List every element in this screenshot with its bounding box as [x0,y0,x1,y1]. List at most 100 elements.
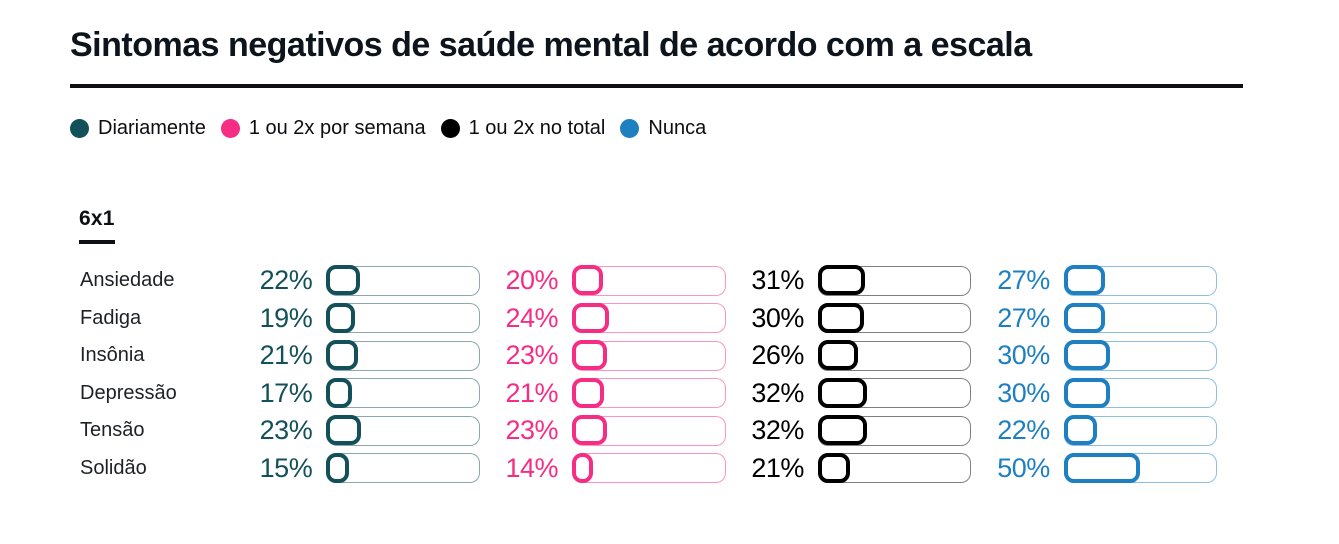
percent-value: 26% [751,340,804,371]
bar-track [1063,377,1218,409]
percent-value: 23% [259,415,313,446]
row-label: Insônia [80,344,145,367]
legend-dot-icon [70,119,89,139]
percent-value: 30% [997,340,1050,371]
table-row-solidao: Solidão 15% 14% 21% 50% [70,450,1243,488]
percent-value: 30% [997,377,1050,408]
legend-item-1-ou-2x-no-total: 1 ou 2x no total [440,117,605,140]
bar-track [1063,340,1218,371]
bar-fill [817,302,864,333]
cell-nunca: 30% [997,340,1243,371]
table-row-fadiga: Fadiga 19% 24% 30% 27% [70,300,1243,338]
title-divider [70,84,1243,89]
cell-diariamente: 22% [260,265,506,296]
legend-item-label: 1 ou 2x por semana [248,117,426,140]
bar-track [1063,415,1218,446]
percent-value: 21% [505,377,559,408]
percent-value: 14% [505,452,559,483]
percent-value: 15% [259,452,313,483]
bar-track [817,340,972,371]
bar-track [326,265,480,296]
percent-value: 32% [751,377,804,408]
cell-1-ou-2x-no-total: 32% [751,377,997,409]
cell-1-ou-2x-no-total: 21% [751,452,997,484]
row-label: Depressão [80,381,177,404]
legend-item-1-ou-2x-por-semana: 1 ou 2x por semana [220,117,426,140]
row-label: Tensão [80,419,145,442]
bar-track [817,265,972,296]
bar-fill [572,302,609,333]
table-row-depressao: Depressão 17% 21% 32% 30% [70,375,1243,413]
cell-nunca: 30% [997,377,1243,409]
table-row-insonia: Insônia 21% 23% 26% 30% [70,337,1243,375]
bar-track [572,415,726,446]
group-label: 6x1 [79,207,115,231]
bar-track [817,302,972,334]
bar-track [1063,302,1218,334]
legend-item-nunca: Nunca [620,117,706,140]
cell-diariamente: 23% [260,415,506,446]
cell-1-ou-2x-no-total: 26% [751,340,997,371]
bar-track [817,377,972,409]
percent-value: 21% [259,340,313,371]
cell-1-ou-2x-por-semana: 20% [506,265,752,296]
legend-item-label: Nunca [648,117,707,140]
cell-1-ou-2x-por-semana: 23% [506,415,752,446]
bar-fill [326,340,359,371]
chart-page: Sintomas negativos de saúde mental de ac… [70,26,1243,487]
row-label: Solidão [80,456,147,479]
percent-value: 32% [751,415,804,446]
cell-diariamente: 17% [259,377,506,409]
legend-dot-icon [620,119,640,139]
bar-fill [1063,340,1110,371]
bar-fill [1063,377,1110,408]
cell-diariamente: 15% [259,452,506,484]
bar-fill [326,302,356,333]
row-label: Fadiga [80,306,142,329]
bar-fill [1063,452,1141,483]
percent-value: 30% [751,302,804,333]
bar-track [1063,452,1218,484]
bar-fill [817,265,866,296]
bar-track [572,452,726,484]
bar-fill [817,377,867,408]
legend-item-diariamente: Diariamente [70,117,206,140]
cell-diariamente: 21% [260,340,506,371]
table-row-tensao: Tensão 23% 23% 32% 22% [70,412,1243,450]
bar-fill [817,340,858,371]
cell-1-ou-2x-por-semana: 23% [506,340,752,371]
legend-item-label: Diariamente [98,117,206,140]
percent-value: 23% [505,340,559,371]
bar-fill [572,377,605,408]
legend: Diariamente 1 ou 2x por semana 1 ou 2x no … [70,117,1243,140]
bar-fill [1063,415,1098,446]
group-label-underline [79,240,115,245]
percent-value: 21% [751,452,804,483]
cell-1-ou-2x-no-total: 32% [751,415,997,446]
cell-diariamente: 19% [260,302,506,334]
bar-track [326,340,480,371]
bar-track [572,377,726,409]
bar-track [817,415,972,446]
cell-1-ou-2x-no-total: 30% [751,302,997,334]
percent-value: 31% [751,265,804,296]
percent-value: 23% [505,415,559,446]
bar-track [326,415,480,446]
bar-fill [1063,265,1105,296]
cell-1-ou-2x-no-total: 31% [751,265,997,296]
cell-nunca: 27% [997,265,1243,296]
bar-fill [326,265,360,296]
bar-track [817,452,972,484]
bar-fill [326,377,353,408]
bar-fill [572,265,603,296]
percent-value: 22% [259,265,313,296]
bar-fill [572,415,608,446]
bar-fill [572,452,594,483]
percent-value: 17% [259,377,313,408]
symptom-rows: Ansiedade 22% 20% 31% 27% Fadiga 19% 24% 30% 27% I… [70,262,1243,487]
bar-track [1063,265,1218,296]
legend-dot-icon [220,119,240,139]
bar-fill [817,415,867,446]
bar-track [572,302,726,334]
legend-dot-icon [440,119,460,139]
